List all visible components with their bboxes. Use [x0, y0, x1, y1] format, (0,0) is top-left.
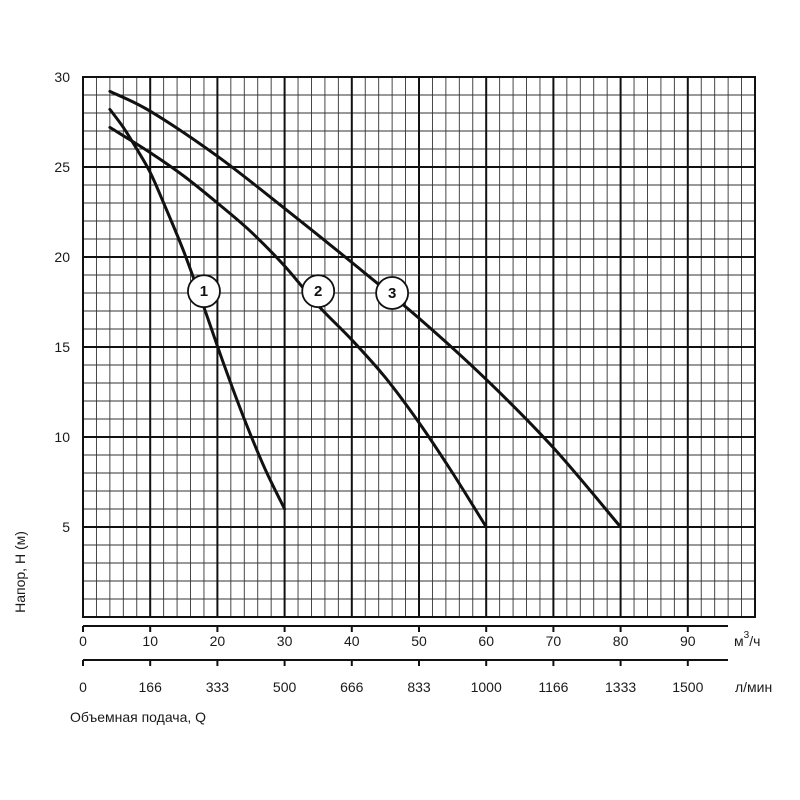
curve-labels: 1 2 3 [187, 274, 410, 310]
x2-tick-label: 333 [206, 679, 230, 695]
x2-tick-label: 166 [139, 679, 163, 695]
x-tick-label: 30 [277, 633, 293, 649]
curves [108, 89, 623, 529]
x2-tick-label: 500 [273, 679, 297, 695]
x2-tick-label: 666 [340, 679, 364, 695]
x2-tick-label: 1333 [605, 679, 636, 695]
x-axis-primary-unit: м3/ч [734, 630, 760, 649]
y-tick-label: 10 [54, 429, 70, 445]
curve-3-label-circle [375, 276, 410, 310]
curve-2-label-circle [301, 274, 336, 309]
x-tick-label: 40 [344, 633, 360, 649]
x2-tick-label: 1000 [471, 679, 502, 695]
curve-3 [108, 89, 623, 529]
y-tick-label: 30 [54, 69, 70, 85]
y-tick-label: 5 [62, 519, 70, 535]
x-tick-label: 20 [210, 633, 226, 649]
curve-2 [108, 125, 488, 529]
x-axis-primary: 0 10 20 30 40 50 60 70 80 90 [79, 625, 728, 649]
unit-base: м [734, 633, 744, 649]
x-tick-label: 0 [79, 633, 87, 649]
major-gridlines [82, 76, 756, 618]
x-tick-label: 80 [613, 633, 629, 649]
y-tick-label: 20 [54, 249, 70, 265]
y-tick-label: 15 [54, 339, 70, 355]
curve-2-label: 2 [314, 283, 322, 300]
x-axis-secondary: 0 166 333 500 666 833 1000 1166 1333 1500 [79, 659, 728, 695]
y-axis-ticks: 5 10 15 20 25 30 [54, 69, 70, 535]
x-tick-label: 10 [142, 633, 158, 649]
x-tick-label: 70 [546, 633, 562, 649]
x2-tick-label: 1166 [538, 679, 568, 695]
x2-tick-label: 1500 [672, 679, 703, 695]
unit-superscript: 3 [744, 630, 750, 641]
x-axis-secondary-unit: л/мин [735, 679, 772, 695]
unit-tail: /ч [749, 633, 760, 649]
curve-3-label: 3 [388, 285, 396, 302]
x-tick-label: 60 [478, 633, 494, 649]
x2-tick-label: 0 [79, 679, 87, 695]
x-axis-title: Объемная подача, Q [70, 709, 206, 725]
x-tick-label: 90 [680, 633, 696, 649]
x-tick-label: 50 [411, 633, 427, 649]
y-tick-label: 25 [54, 159, 70, 175]
x2-tick-label: 833 [407, 679, 431, 695]
curve-1-label: 1 [200, 283, 208, 300]
plot-frame [82, 76, 756, 618]
y-axis-title: Напор, H (м) [12, 531, 28, 613]
curve-1 [108, 107, 287, 511]
curve-1-label-circle [187, 274, 221, 309]
